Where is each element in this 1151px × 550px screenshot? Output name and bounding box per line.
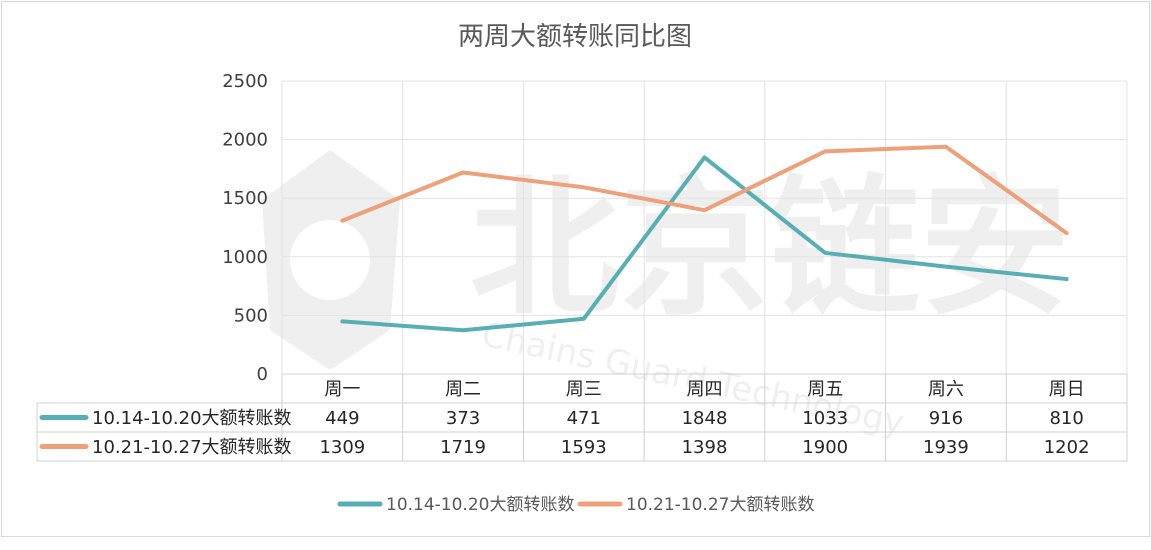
y-tick-label: 1000 (222, 247, 268, 268)
y-tick-label: 500 (234, 305, 268, 326)
table-value-cell: 1398 (682, 437, 728, 458)
table-series-name: 10.21-10.27大额转账数 (92, 437, 292, 458)
table-value-cell: 1593 (561, 437, 607, 458)
x-category-label: 周六 (928, 379, 964, 400)
data-table: 周一 周二 周三 周四 周五 周六 周日 10.14-10.20大额转账数 449 373 471 1… (36, 373, 1128, 462)
chart-title: 两周大额转账同比图 (458, 22, 692, 52)
x-category-label: 周四 (687, 379, 723, 400)
x-category-label: 周二 (445, 379, 481, 400)
y-tick-label: 0 (257, 364, 268, 385)
y-tick-label: 2500 (222, 71, 268, 92)
table-value-cell: 1939 (923, 437, 969, 458)
table-value-cell: 1202 (1044, 437, 1090, 458)
y-tick-label: 2000 (222, 130, 268, 151)
legend-entry: 10.21-10.27大额转账数 (626, 495, 814, 515)
table-value-cell: 1719 (440, 437, 486, 458)
y-axis: 0 500 1000 1500 2000 2500 (222, 71, 268, 385)
table-value-cell: 1900 (802, 437, 848, 458)
table-value-cell: 373 (446, 408, 480, 429)
table-value-cell: 449 (325, 408, 359, 429)
series-lines (340, 144, 1069, 333)
legend: 10.14-10.20大额转账数 10.21-10.27大额转账数 (337, 495, 814, 515)
x-category-label: 周一 (324, 379, 360, 400)
table-value-cell: 1033 (802, 408, 848, 429)
table-series-name: 10.14-10.20大额转账数 (92, 408, 292, 429)
table-value-cell: 1309 (319, 437, 365, 458)
y-tick-label: 1500 (222, 188, 268, 209)
series-line-2 (340, 144, 1069, 236)
table-value-cell: 471 (567, 408, 601, 429)
table-value-cell: 916 (929, 408, 963, 429)
table-value-cell: 1848 (682, 408, 728, 429)
x-category-label: 周三 (566, 379, 602, 400)
watermark-cn: 北京链安 (470, 162, 1070, 336)
table-value-cell: 810 (1049, 408, 1083, 429)
x-category-label: 周五 (807, 379, 843, 400)
legend-entry: 10.14-10.20大额转账数 (386, 495, 574, 515)
series-line-1 (340, 155, 1069, 333)
x-category-label: 周日 (1049, 379, 1085, 400)
